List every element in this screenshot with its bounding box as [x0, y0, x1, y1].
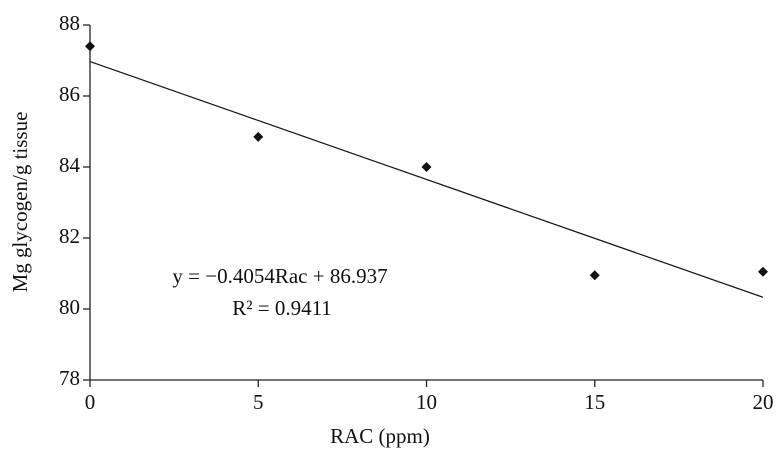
y-tick-label: 88: [59, 11, 80, 35]
y-axis-label: Mg glycogen/g tissue: [8, 112, 32, 293]
chart: RAC (ppm) Mg glycogen/g tissue y = −0.40…: [0, 0, 776, 452]
page: {"chart_data": {"type": "scatter", "x_la…: [0, 0, 776, 452]
data-point: [253, 132, 263, 142]
r-squared: R² = 0.9411: [232, 296, 332, 320]
x-axis-label: RAC (ppm): [330, 424, 430, 448]
equation: y = −0.4054Rac + 86.937: [172, 264, 387, 288]
data-point: [422, 162, 432, 172]
data-point: [590, 270, 600, 280]
data-point: [758, 267, 768, 277]
x-tick-label: 0: [85, 390, 96, 414]
y-tick-label: 86: [59, 82, 80, 106]
y-tick-label: 78: [59, 366, 80, 390]
data-point: [85, 41, 95, 51]
x-tick-label: 15: [584, 390, 605, 414]
y-tick-label: 82: [59, 224, 80, 248]
x-tick-label: 10: [416, 390, 437, 414]
y-tick-label: 84: [59, 153, 81, 177]
x-tick-label: 5: [253, 390, 264, 414]
x-tick-label: 20: [753, 390, 774, 414]
y-tick-label: 80: [59, 295, 80, 319]
trendline: [90, 62, 763, 298]
